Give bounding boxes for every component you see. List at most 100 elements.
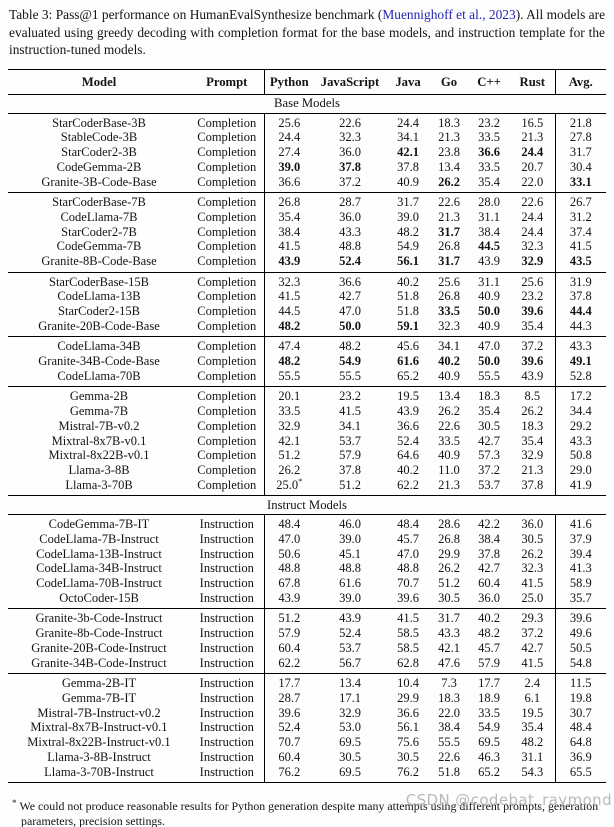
table-row: StarCoder2-7B Completion 38.4 43.3 48.2 31.7 3…: [8, 224, 606, 240]
table-row: Gemma-2B-IT Instruction 17.7 13.4 10.4 7.3 17.…: [8, 673, 606, 691]
score-cell: 22.0: [521, 174, 544, 189]
score-cell: 22.6: [339, 115, 361, 130]
score-cell: 40.2: [397, 463, 419, 478]
score-cell: 17.7: [263, 673, 314, 691]
model-cell: CodeLlama-7B-Instruct: [39, 531, 159, 546]
score-cell: 33.5: [478, 159, 500, 174]
score-cell: 41.9: [554, 477, 606, 496]
prompt-cell: Completion: [197, 318, 257, 333]
score-cell: 48.4: [263, 514, 314, 532]
citation-link[interactable]: Muennighoff et al., 2023: [382, 7, 516, 22]
score-cell: 35.4: [478, 174, 500, 189]
score-cell: 32.3: [263, 272, 314, 290]
score-cell: 37.8: [339, 159, 361, 174]
score-cell: 36.0: [339, 209, 361, 224]
score-cell: 45.7: [478, 640, 500, 655]
table-row: OctoCoder-15B Instruction 43.9 39.0 39.6 30.5…: [8, 590, 606, 609]
score-cell: 48.2: [339, 339, 361, 354]
table-row: CodeGemma-7B-IT Instruction 48.4 46.0 48.4 28…: [8, 514, 606, 532]
model-cell: Mistral-7B-Instruct-v0.2: [37, 705, 161, 720]
score-cell: 26.7: [554, 192, 606, 210]
model-cell: Mixtral-8x7B-v0.1: [51, 433, 147, 448]
score-cell: 47.0: [397, 546, 419, 561]
column-header: JavaScript: [314, 69, 386, 95]
score-cell: 2.4: [524, 675, 541, 690]
score-cell: 47.0: [339, 304, 361, 319]
score-cell: 39.0: [339, 590, 361, 605]
score-cell: 26.8: [438, 531, 460, 546]
score-cell: 26.2: [438, 174, 460, 189]
model-cell: StarCoder2-3B: [61, 145, 137, 160]
score-cell: 65.5: [554, 764, 606, 783]
footnote: * We could not produce reasonable results…: [12, 796, 604, 827]
caption-suffix: ). All models are evaluated using greedy…: [9, 7, 606, 58]
model-cell: Mixtral-8x22B-v0.1: [48, 448, 150, 463]
score-cell: 76.2: [263, 764, 314, 783]
score-cell: 43.9: [263, 254, 314, 273]
score-cell: 37.2: [339, 174, 361, 189]
score-cell: 56.1: [397, 720, 419, 735]
score-cell: 43.9: [339, 611, 361, 626]
score-cell: 48.8: [339, 561, 361, 576]
score-cell: 40.9: [438, 368, 460, 383]
prompt-cell: Completion: [197, 368, 257, 383]
score-cell: 13.4: [438, 389, 460, 404]
score-cell: 31.1: [478, 209, 500, 224]
score-cell: 37.2: [521, 339, 544, 354]
column-header: Python: [263, 69, 314, 95]
prompt-cell: Completion: [197, 304, 257, 319]
column-header: Java: [386, 69, 430, 95]
score-cell: 43.9: [263, 590, 314, 609]
score-cell: 47.0: [263, 531, 314, 547]
prompt-cell: Instruction: [199, 705, 254, 720]
score-cell: 18.3: [521, 418, 544, 433]
score-cell: 75.6: [397, 735, 419, 750]
score-cell: 17.1: [339, 690, 361, 705]
score-cell: 31.7: [438, 224, 460, 239]
score-cell: 64.6: [397, 448, 419, 463]
score-cell: 26.8: [438, 289, 460, 304]
prompt-cell: Instruction: [199, 655, 254, 670]
score-cell: 41.5: [521, 576, 544, 591]
model-cell: CodeLlama-34B: [57, 339, 141, 354]
model-cell: Gemma-7B: [69, 403, 129, 418]
score-cell: 31.2: [554, 209, 606, 225]
score-cell: 21.3: [438, 477, 460, 492]
score-cell: 18.3: [438, 115, 460, 130]
score-cell: 51.2: [263, 608, 314, 627]
score-cell: 51.2: [263, 448, 314, 464]
prompt-cell: Completion: [197, 448, 257, 463]
score-cell: 41.5: [397, 611, 419, 626]
score-cell: 35.7: [554, 590, 606, 609]
prompt-cell: Instruction: [199, 576, 254, 591]
score-cell: 30.4: [554, 159, 606, 175]
score-cell: 13.4: [438, 159, 460, 174]
prompt-cell: Instruction: [199, 531, 254, 546]
score-cell: 67.8: [263, 576, 314, 591]
score-cell: 51.2: [438, 576, 460, 591]
prompt-cell: Instruction: [199, 720, 254, 735]
score-cell: 32.9: [521, 448, 544, 463]
table-row: Granite-3b-Code-Instruct Instruction 51.2 4…: [8, 608, 606, 627]
score-cell: 26.2: [521, 546, 544, 561]
score-cell: 57.9: [263, 626, 314, 641]
score-cell: 35.4: [263, 209, 314, 225]
score-cell: 31.7: [438, 611, 460, 626]
score-cell: 40.9: [397, 174, 419, 189]
score-cell: 39.6: [397, 590, 419, 605]
prompt-cell: Completion: [197, 389, 257, 404]
score-cell: 43.3: [554, 336, 606, 355]
score-cell: 32.3: [438, 318, 460, 333]
score-cell: 48.2: [263, 354, 314, 369]
prompt-cell: Completion: [197, 274, 257, 289]
model-cell: CodeGemma-7B: [56, 239, 142, 254]
score-cell: 31.7: [554, 145, 606, 160]
score-cell: 61.6: [397, 354, 419, 369]
score-cell: 25.0*: [263, 477, 314, 496]
score-cell: 25.6: [438, 274, 460, 289]
score-cell: 32.3: [521, 239, 544, 254]
table-row: Mixtral-8x22B-v0.1 Completion 51.2 57.9 64.6…: [8, 448, 606, 464]
score-cell: 54.3: [521, 764, 544, 779]
score-cell: 50.6: [263, 546, 314, 562]
